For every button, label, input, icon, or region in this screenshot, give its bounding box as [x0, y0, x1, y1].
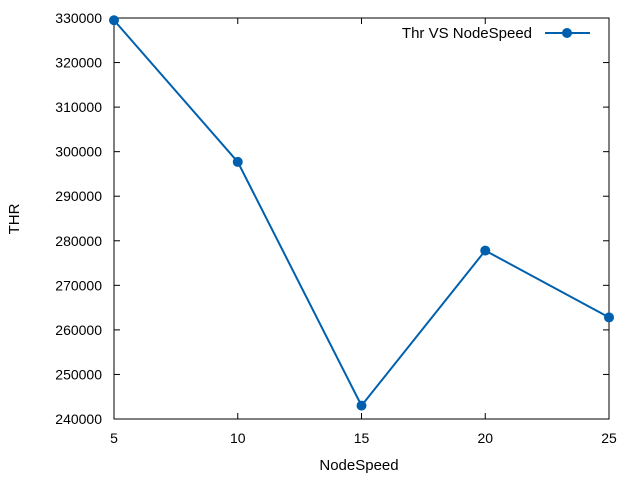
y-tick-label: 280000	[55, 233, 102, 249]
plot-frame	[113, 17, 610, 420]
series-layer	[109, 15, 614, 411]
y-tick-label: 310000	[55, 99, 102, 115]
y-axis-label: THR	[6, 203, 23, 234]
data-point	[232, 156, 243, 167]
data-point	[480, 245, 491, 256]
y-tick-label: 320000	[55, 55, 102, 71]
y-tick-label: 250000	[55, 366, 102, 382]
x-tick-label: 20	[477, 430, 493, 446]
data-point	[604, 312, 614, 323]
y-tick-label: 290000	[55, 188, 102, 204]
y-tick-labels: 240000 250000 260000 270000 280000 290000 3000…	[55, 10, 102, 427]
x-axis-label: NodeSpeed	[319, 457, 398, 474]
y-tick-label: 260000	[55, 322, 102, 338]
x-tick-labels: 5 10 15 20 25	[110, 430, 617, 446]
x-tick-label: 15	[354, 430, 370, 446]
legend-label: Thr VS NodeSpeed	[402, 25, 532, 42]
y-tick-label: 300000	[55, 144, 102, 160]
y-tick-label: 270000	[55, 277, 102, 293]
legend: Thr VS NodeSpeed	[402, 25, 590, 42]
legend-marker	[562, 28, 572, 38]
data-point	[356, 400, 367, 411]
x-tick-label: 25	[601, 430, 617, 446]
series-line	[113, 19, 610, 407]
axis-ticks	[113, 17, 610, 420]
x-tick-label: 5	[110, 430, 118, 446]
data-point	[109, 15, 119, 26]
y-tick-label: 330000	[55, 10, 102, 26]
x-tick-label: 10	[230, 430, 246, 446]
y-tick-label: 240000	[55, 411, 102, 427]
